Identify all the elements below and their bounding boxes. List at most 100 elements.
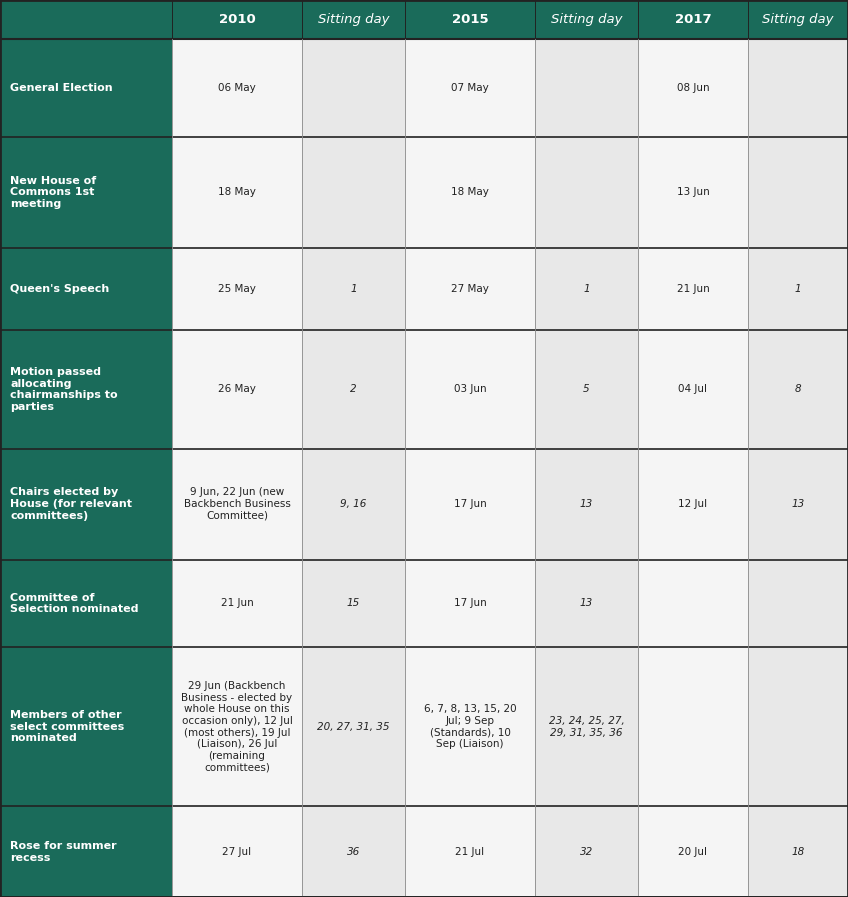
- Text: Rose for summer
recess: Rose for summer recess: [10, 841, 117, 863]
- Bar: [302, 560, 405, 647]
- Text: Committee of
Selection nominated: Committee of Selection nominated: [10, 593, 139, 614]
- Text: Members of other
select committees
nominated: Members of other select committees nomin…: [10, 710, 125, 744]
- Text: 07 May: 07 May: [451, 83, 489, 93]
- Text: 08 Jun: 08 Jun: [677, 83, 709, 93]
- Text: 06 May: 06 May: [218, 83, 256, 93]
- Bar: [0, 560, 172, 647]
- Text: Chairs elected by
House (for relevant
committees): Chairs elected by House (for relevant co…: [10, 487, 132, 520]
- Text: 6, 7, 8, 13, 15, 20
Jul; 9 Sep
(Standards), 10
Sep (Liaison): 6, 7, 8, 13, 15, 20 Jul; 9 Sep (Standard…: [424, 704, 516, 749]
- Bar: [302, 39, 405, 137]
- Bar: [405, 330, 535, 448]
- Bar: [535, 137, 638, 248]
- Bar: [748, 647, 848, 806]
- Text: 13: 13: [791, 499, 805, 509]
- Bar: [535, 248, 638, 330]
- Text: New House of
Commons 1st
meeting: New House of Commons 1st meeting: [10, 176, 97, 209]
- Text: 9, 16: 9, 16: [340, 499, 366, 509]
- Text: 36: 36: [347, 847, 360, 857]
- Bar: [172, 560, 302, 647]
- Bar: [302, 330, 405, 448]
- Text: 17 Jun: 17 Jun: [454, 499, 487, 509]
- Text: 13: 13: [580, 598, 593, 608]
- Bar: [405, 560, 535, 647]
- Text: Queen's Speech: Queen's Speech: [10, 284, 109, 294]
- Bar: [535, 560, 638, 647]
- Bar: [748, 137, 848, 248]
- Bar: [302, 448, 405, 560]
- Bar: [302, 806, 405, 897]
- Bar: [535, 448, 638, 560]
- Text: 12 Jul: 12 Jul: [678, 499, 707, 509]
- Bar: [0, 39, 172, 137]
- Bar: [535, 647, 638, 806]
- Text: 20, 27, 31, 35: 20, 27, 31, 35: [317, 722, 390, 732]
- Bar: [0, 647, 172, 806]
- Text: 20 Jul: 20 Jul: [678, 847, 707, 857]
- Bar: [748, 448, 848, 560]
- Bar: [535, 330, 638, 448]
- Bar: [0, 0, 848, 39]
- Bar: [405, 806, 535, 897]
- Text: 1: 1: [795, 284, 801, 294]
- Bar: [172, 647, 302, 806]
- Text: 18: 18: [791, 847, 805, 857]
- Text: 18 May: 18 May: [451, 187, 489, 197]
- Text: Sitting day: Sitting day: [550, 13, 622, 26]
- Text: 1: 1: [350, 284, 357, 294]
- Bar: [0, 448, 172, 560]
- Bar: [172, 806, 302, 897]
- Bar: [0, 137, 172, 248]
- Bar: [638, 330, 748, 448]
- Text: General Election: General Election: [10, 83, 113, 93]
- Bar: [748, 39, 848, 137]
- Bar: [172, 137, 302, 248]
- Bar: [0, 330, 172, 448]
- Text: Sitting day: Sitting day: [318, 13, 389, 26]
- Bar: [638, 647, 748, 806]
- Bar: [302, 137, 405, 248]
- Bar: [172, 448, 302, 560]
- Text: 2: 2: [350, 384, 357, 395]
- Text: 2010: 2010: [219, 13, 255, 26]
- Text: 1: 1: [583, 284, 590, 294]
- Text: Sitting day: Sitting day: [762, 13, 834, 26]
- Text: 9 Jun, 22 Jun (new
Backbench Business
Committee): 9 Jun, 22 Jun (new Backbench Business Co…: [183, 487, 290, 520]
- Text: 17 Jun: 17 Jun: [454, 598, 487, 608]
- Bar: [638, 560, 748, 647]
- Bar: [405, 137, 535, 248]
- Bar: [0, 806, 172, 897]
- Text: 8: 8: [795, 384, 801, 395]
- Text: Motion passed
allocating
chairmanships to
parties: Motion passed allocating chairmanships t…: [10, 367, 118, 412]
- Text: 04 Jul: 04 Jul: [678, 384, 707, 395]
- Bar: [535, 806, 638, 897]
- Bar: [535, 39, 638, 137]
- Bar: [405, 248, 535, 330]
- Text: 13: 13: [580, 499, 593, 509]
- Bar: [748, 330, 848, 448]
- Bar: [172, 39, 302, 137]
- Text: 18 May: 18 May: [218, 187, 256, 197]
- Text: 2015: 2015: [452, 13, 488, 26]
- Bar: [748, 248, 848, 330]
- Bar: [405, 448, 535, 560]
- Bar: [172, 248, 302, 330]
- Bar: [638, 137, 748, 248]
- Bar: [172, 330, 302, 448]
- Text: 03 Jun: 03 Jun: [454, 384, 486, 395]
- Bar: [405, 39, 535, 137]
- Bar: [302, 248, 405, 330]
- Bar: [302, 647, 405, 806]
- Text: 15: 15: [347, 598, 360, 608]
- Bar: [748, 806, 848, 897]
- Bar: [405, 647, 535, 806]
- Text: 27 May: 27 May: [451, 284, 489, 294]
- Bar: [638, 39, 748, 137]
- Bar: [638, 248, 748, 330]
- Text: 21 Jul: 21 Jul: [455, 847, 484, 857]
- Text: 21 Jun: 21 Jun: [677, 284, 710, 294]
- Text: 13 Jun: 13 Jun: [677, 187, 710, 197]
- Text: 29 Jun (Backbench
Business - elected by
whole House on this
occasion only), 12 J: 29 Jun (Backbench Business - elected by …: [181, 681, 293, 772]
- Text: 27 Jul: 27 Jul: [222, 847, 252, 857]
- Bar: [748, 560, 848, 647]
- Text: 5: 5: [583, 384, 590, 395]
